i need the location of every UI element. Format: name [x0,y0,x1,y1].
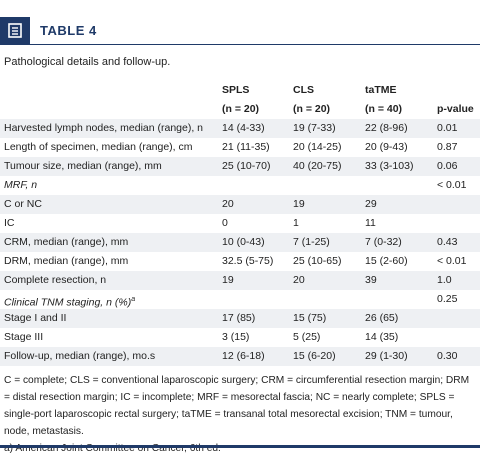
cell-value: 33 (3-103) [365,160,414,172]
cell-value: 21 (11-35) [222,141,270,153]
cell-value: 1 [293,217,299,229]
cell-value: 17 (85) [222,312,256,324]
cell-value: 0.43 [437,236,458,248]
row-label: MRF, n [4,179,38,191]
footnote: a) American Joint Committee on Cancer, 6… [4,443,221,454]
table-icon [0,17,30,44]
cell-value: 26 (65) [365,312,399,324]
row-label: Length of specimen, median (range), cm [4,141,193,153]
row-label: Stage I and II [4,312,67,324]
column-count: (n = 40) [365,103,403,115]
row-label: C or NC [4,198,42,210]
cell-value: 1.0 [437,274,452,286]
caption: Pathological details and follow-up. [4,56,171,68]
footnote-mark: a [131,296,136,303]
cell-value: 15 (6-20) [293,350,336,362]
column-count: (n = 20) [222,103,260,115]
cell-value: 10 (0-43) [222,236,265,248]
cell-value: < 0.01 [437,179,467,191]
table-row [0,195,480,214]
cell-value: 20 [293,274,305,286]
cell-value: 14 (35) [365,331,399,343]
row-label: Clinical TNM staging, n (%)a [4,296,136,309]
cell-value: 39 [365,274,377,286]
cell-value: 40 (20-75) [293,160,342,172]
cell-value: 7 (0-32) [365,236,402,248]
cell-value: 0.01 [437,122,458,134]
footnote: C = complete; CLS = conventional laparos… [4,375,470,437]
cell-value: < 0.01 [437,255,467,267]
cell-value: 7 (1-25) [293,236,330,248]
cell-value: 20 (14-25) [293,141,342,153]
cell-value: 15 (2-60) [365,255,408,267]
column-count: (n = 20) [293,103,331,115]
table-row [0,309,480,328]
column-header: taTME [365,84,397,96]
cell-value: 20 [222,198,234,210]
cell-value: 29 (1-30) [365,350,408,362]
bottom-rule [0,445,480,448]
cell-value: 0 [222,217,228,229]
row-label: Stage III [4,331,44,343]
cell-value: 14 (4-33) [222,122,265,134]
cell-value: 19 [293,198,305,210]
table-row [0,347,480,366]
table-row [0,176,480,195]
cell-value: 11 [365,217,376,229]
header-rule [0,44,480,45]
cell-value: 19 (7-33) [293,122,336,134]
cell-value: 0.25 [437,293,458,305]
column-header: p-value [437,103,474,115]
row-label: Harvested lymph nodes, median (range), n [4,122,204,134]
table-row [0,214,480,233]
cell-value: 3 (15) [222,331,250,343]
column-header: CLS [293,84,314,96]
cell-value: 25 (10-65) [293,255,342,267]
table-title: TABLE 4 [40,23,97,38]
cell-value: 0.30 [437,350,458,362]
cell-value: 25 (10-70) [222,160,271,172]
cell-value: 19 [222,274,234,286]
column-header: SPLS [222,84,250,96]
cell-value: 12 (6-18) [222,350,265,362]
footnotes: C = complete; CLS = conventional laparos… [4,372,474,454]
cell-value: 29 [365,198,377,210]
cell-value: 5 (25) [293,331,321,343]
cell-value: 0.06 [437,160,458,172]
row-label: Complete resection, n [4,274,107,286]
row-label: IC [4,217,15,229]
row-label: Follow-up, median (range), mo.s [4,350,156,362]
table-row [0,157,480,176]
row-label: CRM, median (range), mm [4,236,129,248]
table-row [0,271,480,290]
cell-value: 32.5 (5-75) [222,255,274,267]
row-label: Tumour size, median (range), mm [4,160,162,172]
cell-value: 0.87 [437,141,458,153]
table-row [0,233,480,252]
cell-value: 22 (8-96) [365,122,408,134]
cell-value: 15 (75) [293,312,327,324]
table-row [0,119,480,138]
cell-value: 20 (9-43) [365,141,408,153]
row-label: DRM, median (range), mm [4,255,129,267]
